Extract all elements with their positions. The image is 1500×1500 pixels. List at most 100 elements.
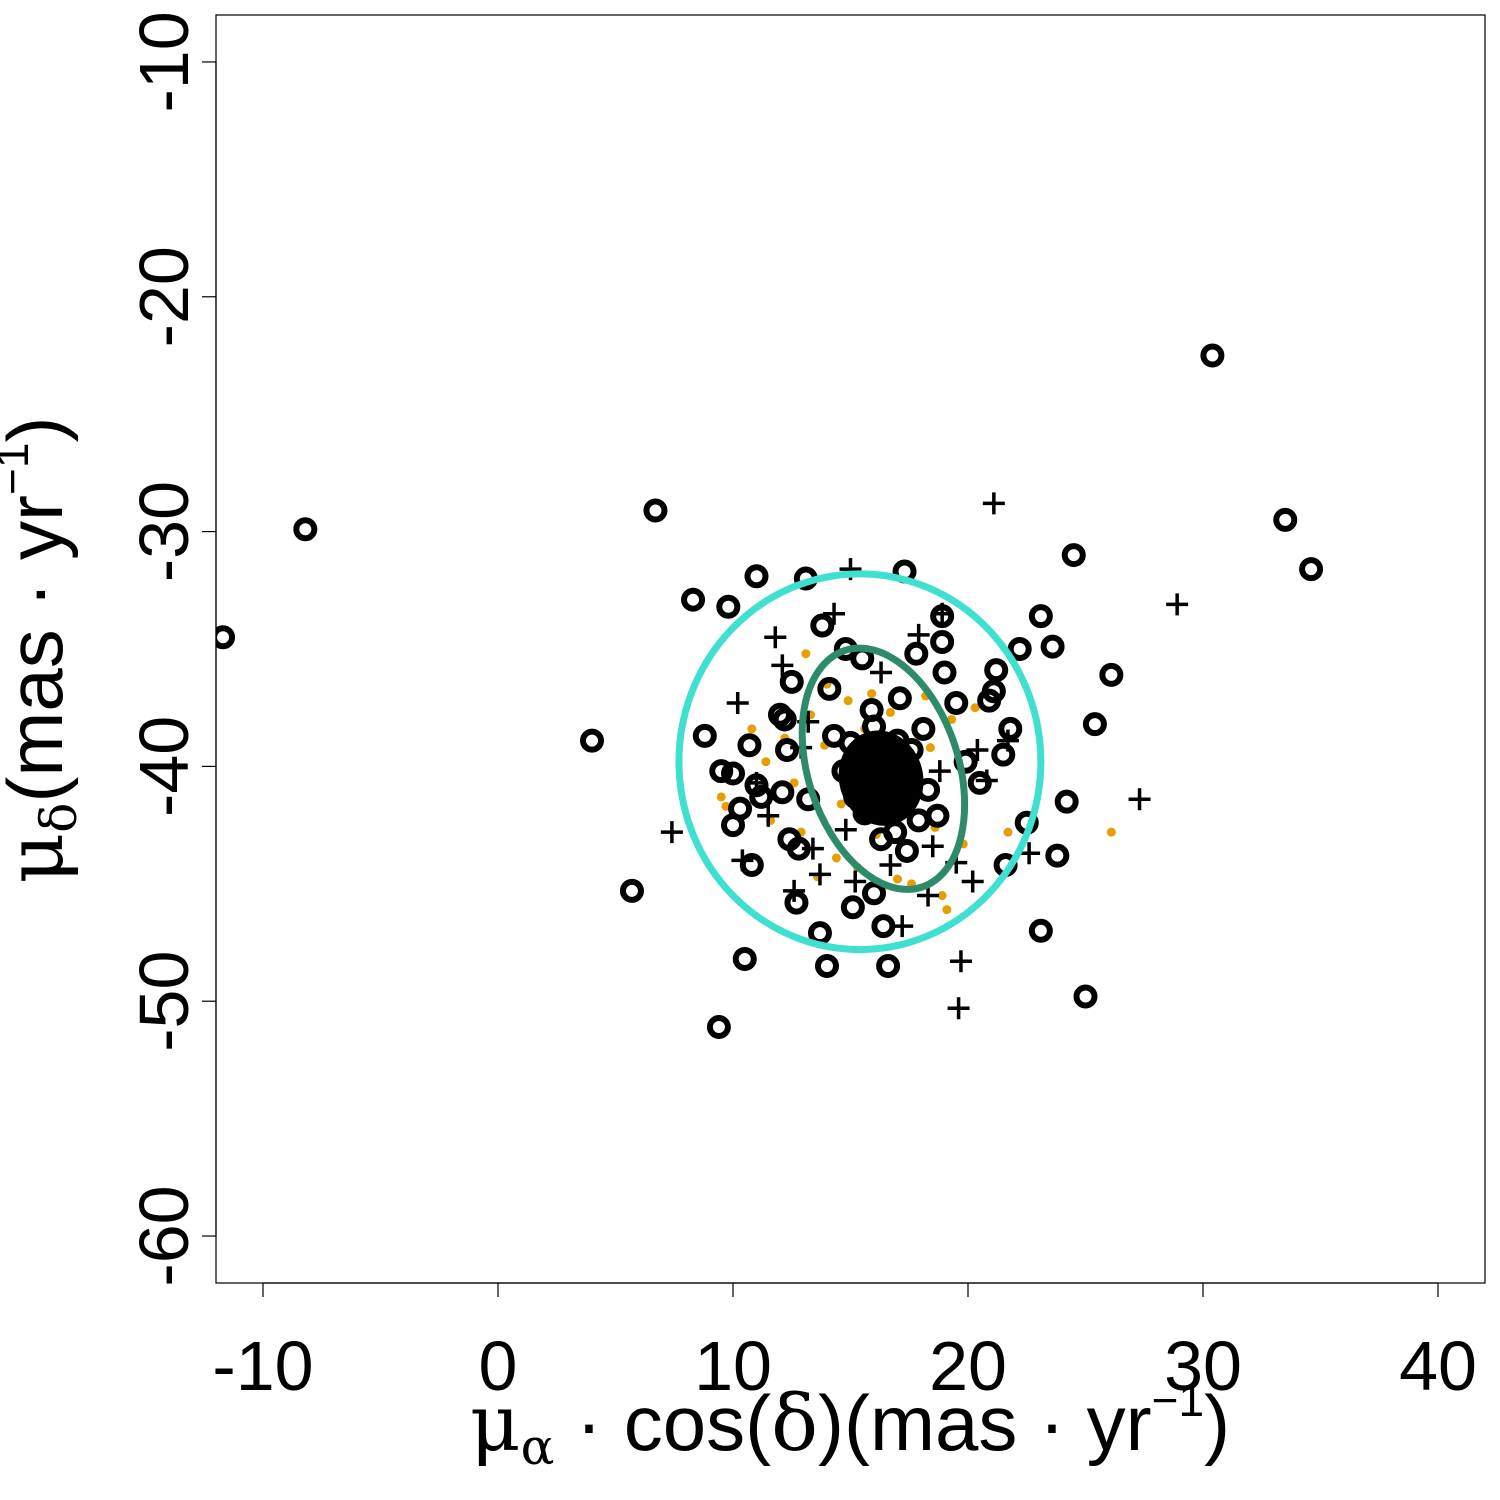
- circle-point: [643, 498, 668, 523]
- circle-point: [1073, 984, 1098, 1009]
- circle-point: [906, 808, 931, 833]
- member-point: [937, 891, 947, 901]
- x-axis: -10 0 10 20 30 40: [212, 1282, 1477, 1405]
- cross-point: [961, 870, 984, 893]
- circle-point: [876, 954, 901, 978]
- circle-point: [786, 836, 811, 861]
- circle-point: [887, 686, 912, 711]
- x-tick-label: -10: [212, 1327, 313, 1405]
- circle-point: [1099, 662, 1124, 687]
- circle-point: [998, 716, 1023, 741]
- x-tick-label: 10: [694, 1327, 772, 1405]
- circle-point: [732, 946, 757, 971]
- circle-point: [216, 625, 236, 650]
- circle-point: [692, 723, 717, 748]
- circle-point: [944, 691, 969, 716]
- circle-point: [784, 890, 809, 915]
- circle-point: [817, 676, 842, 701]
- circle-point: [984, 658, 1009, 683]
- circle-point: [706, 1015, 731, 1040]
- y-axis-title: μδ(mas · yr−1): [0, 417, 88, 884]
- x-tick-label: 40: [1399, 1327, 1477, 1405]
- circle-point: [862, 881, 886, 906]
- cross-point: [949, 950, 972, 973]
- circle-point: [744, 773, 769, 798]
- cross-point: [834, 818, 857, 841]
- cross-point: [921, 835, 944, 858]
- cross-point: [947, 997, 970, 1020]
- y-tick-label: -60: [125, 1185, 203, 1286]
- member-point: [1003, 827, 1013, 837]
- circle-point: [932, 660, 957, 685]
- circle-point: [981, 679, 1006, 704]
- member-point: [761, 757, 771, 767]
- circle-point: [749, 784, 774, 809]
- member-point: [867, 689, 877, 699]
- cross-point: [928, 760, 951, 783]
- cross-point: [771, 654, 794, 677]
- circle-point: [770, 780, 795, 805]
- y-tick-label: -50: [125, 951, 203, 1052]
- circle-point: [580, 728, 604, 753]
- circle-point: [709, 759, 734, 784]
- circle-point: [619, 878, 644, 903]
- circle-point: [1028, 604, 1053, 629]
- x-axis-title: μα · cos(δ)(mas · yr−1): [470, 1374, 1230, 1476]
- circle-point: [721, 761, 745, 786]
- circle-point: [967, 770, 992, 795]
- member-point: [716, 792, 726, 802]
- cross-point: [982, 492, 1005, 515]
- member-point: [1106, 827, 1116, 837]
- circle-point: [904, 641, 929, 666]
- cross-point: [757, 804, 780, 827]
- cross-point: [1128, 788, 1151, 811]
- plot-area: [215, 14, 1486, 1284]
- x-tick-label: 30: [1164, 1327, 1242, 1405]
- circle-point: [911, 716, 936, 741]
- y-tick-label: -30: [125, 481, 203, 582]
- circle-point: [1028, 918, 1053, 943]
- member-point: [843, 696, 853, 706]
- circle-point: [1045, 843, 1070, 868]
- member-point: [885, 707, 895, 717]
- cross-point: [660, 821, 683, 844]
- circle-point: [894, 838, 919, 863]
- member-point: [747, 724, 757, 734]
- x-tick-label: 20: [929, 1327, 1007, 1405]
- cross-point: [1166, 593, 1189, 616]
- circle-point: [1061, 543, 1086, 568]
- cross-point: [966, 738, 989, 761]
- y-axis: -10 -20 -30 -40 -50 -60: [125, 11, 217, 1287]
- member-point: [925, 743, 935, 753]
- y-tick-label: -40: [125, 716, 203, 817]
- circle-point: [293, 517, 318, 542]
- dense-core: [838, 730, 924, 826]
- x-tick-label: 0: [479, 1327, 518, 1405]
- circle-point: [728, 796, 753, 821]
- member-point: [970, 703, 980, 713]
- member-point: [836, 799, 846, 809]
- ellipse-outer: [675, 570, 1045, 954]
- cross-point: [844, 870, 867, 893]
- circle-point: [681, 587, 706, 612]
- cross-point: [808, 863, 831, 886]
- member-point: [942, 905, 952, 915]
- circle-point: [1200, 343, 1225, 368]
- cross-point: [764, 626, 787, 649]
- circle-point: [1007, 637, 1032, 661]
- data-marks: [216, 343, 1324, 1040]
- circle-point: [840, 895, 865, 920]
- circle-point: [1054, 789, 1079, 814]
- circle-point: [744, 564, 769, 589]
- circle-point: [1082, 712, 1107, 737]
- ellipse-inner: [798, 644, 969, 893]
- circle-point: [871, 914, 896, 939]
- circle-point: [815, 954, 839, 978]
- circle-point: [775, 737, 800, 762]
- cross-point: [726, 692, 749, 715]
- circle-point: [737, 733, 762, 758]
- circle-point: [716, 594, 741, 619]
- cross-point: [879, 854, 902, 877]
- circle-point: [779, 669, 804, 694]
